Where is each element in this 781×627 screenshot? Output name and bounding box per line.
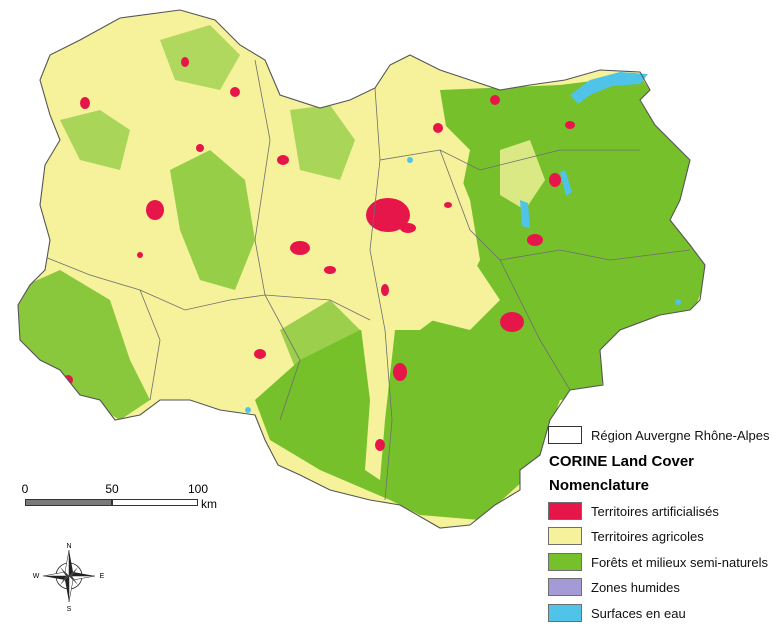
legend-region: Région Auvergne Rhône-Alpes (548, 425, 770, 445)
compass-w: W (33, 573, 40, 580)
legend-region-label: Région Auvergne Rhône-Alpes (591, 427, 770, 443)
legend-label-forest: Forêts et milieux semi-naturels (591, 554, 768, 570)
compass-n: N (66, 543, 71, 550)
legend-region-swatch (548, 426, 582, 444)
legend-title: CORINE Land Cover (549, 453, 695, 470)
legend-item-artificial: Territoires artificialisés (548, 501, 719, 521)
scale-unit: km (201, 497, 217, 511)
scale-tick-100: 100 (187, 482, 209, 496)
scale-segment-light (112, 499, 198, 506)
legend-label-artificial: Territoires artificialisés (591, 503, 719, 519)
legend-swatch-forest (548, 553, 582, 571)
compass-s: S (67, 606, 72, 612)
legend-swatch-agricultural (548, 527, 582, 545)
department-boundaries (39, 59, 691, 501)
water-bodies (245, 72, 681, 413)
urban-areas (63, 57, 575, 451)
legend-item-water: Surfaces en eau (548, 603, 686, 623)
legend-label-water: Surfaces en eau (591, 605, 686, 621)
legend-label-wetlands: Zones humides (591, 579, 680, 595)
scale-segment-dark (25, 499, 112, 506)
legend-swatch-wetlands (548, 578, 582, 596)
compass-rose-icon: N S E W (33, 543, 105, 612)
scale-tick-0: 0 (21, 482, 29, 496)
legend-item-forest: Forêts et milieux semi-naturels (548, 552, 768, 572)
legend-subtitle: Nomenclature (549, 477, 650, 494)
legend-swatch-artificial (548, 502, 582, 520)
compass-e: E (100, 573, 105, 580)
agricultural-valleys (360, 120, 545, 480)
legend-item-agricultural: Territoires agricoles (548, 526, 704, 546)
scale-bar: 0 50 100 km (20, 482, 240, 522)
legend-item-wetlands: Zones humides (548, 577, 680, 597)
legend-swatch-water (548, 604, 582, 622)
legend-label-agricultural: Territoires agricoles (591, 528, 704, 544)
scale-tick-50: 50 (105, 482, 119, 496)
